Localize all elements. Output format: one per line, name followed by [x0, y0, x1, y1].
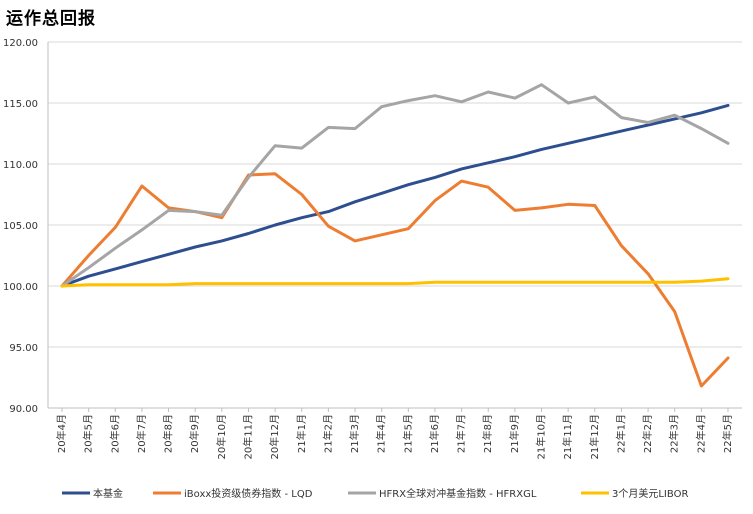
y-axis-tick-labels: 90.00 95.00 100.00 105.00 110.00 115.00 120.00 [3, 38, 38, 415]
y-tick-label: 105.00 [3, 221, 38, 232]
y-tick-label: 90.00 [9, 404, 38, 415]
x-tick-label: 22年5月 [721, 414, 734, 453]
x-tick-label: 20年9月 [188, 414, 201, 453]
x-tick-label: 20年4月 [55, 414, 68, 453]
legend-label: HFRX全球对冲基金指数 - HFRXGL [379, 487, 537, 500]
x-tick-label: 21年2月 [321, 414, 334, 453]
chart-title: 运作总回报 [6, 9, 96, 29]
x-tick-label: 21年1月 [295, 414, 308, 453]
x-tick-label: 20年10月 [215, 414, 228, 459]
series-line [60, 103, 730, 288]
series-line [60, 83, 730, 288]
x-tick-label: 22年3月 [668, 414, 681, 453]
x-tick-label: 20年11月 [241, 414, 254, 459]
series-line [60, 277, 730, 288]
y-tick-label: 95.00 [9, 343, 38, 354]
x-tick-label: 21年4月 [375, 414, 388, 453]
series-lines [60, 83, 730, 388]
x-tick-label: 21年7月 [455, 414, 468, 453]
x-tick-label: 21年6月 [428, 414, 441, 453]
x-axis-tick-labels: 20年4月 20年5月 20年6月 20年7月 20年8月 20年9月 20年10月 20年1… [55, 414, 734, 459]
legend-label: 本基金 [93, 487, 123, 500]
legend-label: 3个月美元LIBOR [612, 487, 688, 500]
legend: 本基金 iBoxx投资级债券指数 - LQD HFRX全球对冲基金指数 - HFRX… [62, 487, 688, 500]
x-tick-label: 22年2月 [641, 414, 654, 453]
x-tick-label: 20年8月 [162, 414, 175, 453]
gridlines [48, 41, 742, 409]
x-tick-label: 20年12月 [268, 414, 281, 459]
y-tick-label: 100.00 [3, 282, 38, 293]
y-tick-label: 115.00 [3, 99, 38, 110]
x-tick-label: 21年9月 [508, 414, 521, 453]
series-line [60, 172, 730, 388]
axes [47, 42, 742, 412]
x-tick-label: 21年12月 [588, 414, 601, 459]
x-tick-label: 20年6月 [108, 414, 121, 453]
x-tick-label: 21年8月 [481, 414, 494, 453]
x-tick-label: 21年11月 [561, 414, 574, 459]
x-tick-label: 21年10月 [535, 414, 548, 459]
x-tick-label: 22年1月 [614, 414, 627, 453]
x-tick-label: 20年5月 [82, 414, 95, 453]
x-tick-label: 21年5月 [401, 414, 414, 453]
y-tick-label: 120.00 [3, 38, 38, 49]
legend-label: iBoxx投资级债券指数 - LQD [184, 487, 313, 500]
x-tick-label: 22年4月 [694, 414, 707, 453]
x-tick-label: 21年3月 [348, 414, 361, 453]
y-tick-label: 110.00 [3, 160, 38, 171]
x-tick-label: 20年7月 [135, 414, 148, 453]
